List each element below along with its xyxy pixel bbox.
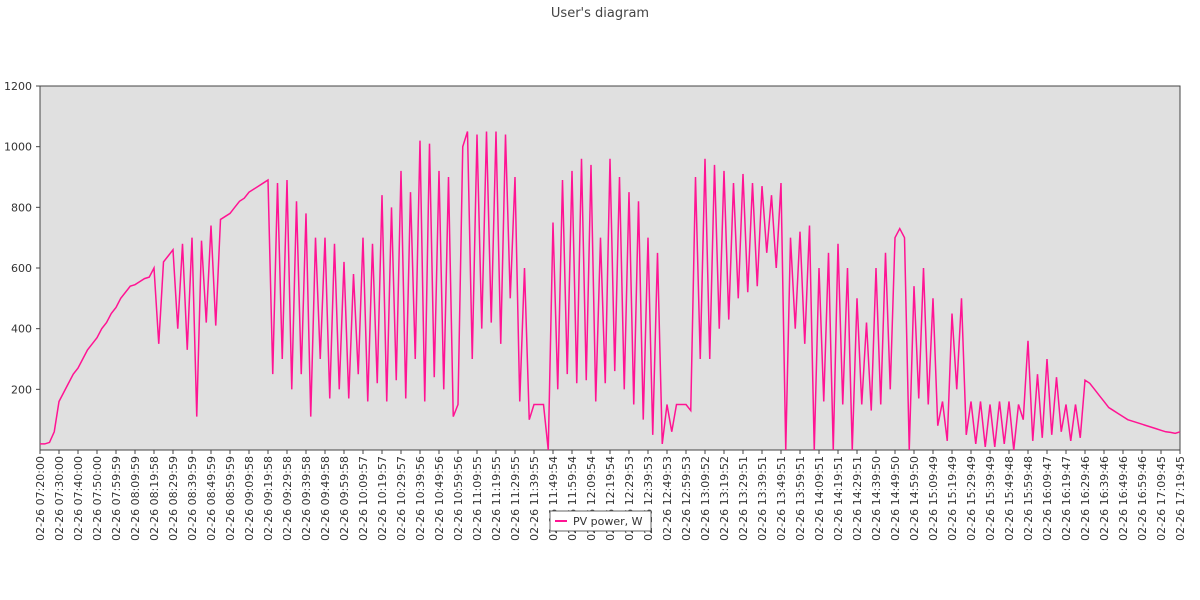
x-tick-label: 02-26 14:29:51 bbox=[851, 456, 864, 541]
x-tick-label: 02-26 09:49:58 bbox=[319, 456, 332, 541]
x-tick-label: 02-26 15:09:49 bbox=[927, 456, 940, 541]
x-tick-label: 02-26 12:59:53 bbox=[680, 456, 693, 541]
x-tick-label: 02-26 16:09:47 bbox=[1041, 456, 1054, 541]
x-tick-label: 02-26 13:09:52 bbox=[699, 456, 712, 541]
x-tick-label: 02-26 07:40:00 bbox=[72, 456, 85, 541]
x-tick-label: 02-26 09:39:58 bbox=[300, 456, 313, 541]
x-tick-label: 02-26 07:59:59 bbox=[110, 456, 123, 541]
x-tick-label: 02-26 17:19:45 bbox=[1174, 456, 1187, 541]
x-tick-label: 02-26 09:59:58 bbox=[338, 456, 351, 541]
x-tick-label: 02-26 16:49:46 bbox=[1117, 456, 1130, 541]
x-tick-label: 02-26 17:09:45 bbox=[1155, 456, 1168, 541]
x-tick-label: 02-26 10:49:56 bbox=[433, 456, 446, 541]
y-tick-label: 1200 bbox=[4, 80, 32, 93]
x-tick-label: 02-26 11:39:55 bbox=[528, 456, 541, 541]
x-tick-label: 02-26 10:59:56 bbox=[452, 456, 465, 541]
x-tick-label: 02-26 08:19:58 bbox=[148, 456, 161, 541]
x-tick-label: 02-26 12:49:53 bbox=[661, 456, 674, 541]
x-tick-label: 02-26 08:49:59 bbox=[205, 456, 218, 541]
y-tick-label: 800 bbox=[11, 201, 32, 214]
x-tick-label: 02-26 16:19:47 bbox=[1060, 456, 1073, 541]
x-tick-label: 02-26 16:29:46 bbox=[1079, 456, 1092, 541]
x-tick-label: 02-26 08:09:59 bbox=[129, 456, 142, 541]
x-tick-label: 02-26 08:59:59 bbox=[224, 456, 237, 541]
x-tick-label: 02-26 14:09:51 bbox=[813, 456, 826, 541]
x-tick-label: 02-26 13:49:51 bbox=[775, 456, 788, 541]
x-tick-label: 02-26 08:39:59 bbox=[186, 456, 199, 541]
x-tick-label: 02-26 13:29:51 bbox=[737, 456, 750, 541]
x-tick-label: 02-26 07:50:00 bbox=[91, 456, 104, 541]
legend-box bbox=[549, 510, 652, 532]
x-tick-label: 02-26 16:39:46 bbox=[1098, 456, 1111, 541]
x-tick-label: 02-26 09:29:58 bbox=[281, 456, 294, 541]
x-tick-label: 02-26 10:19:57 bbox=[376, 456, 389, 541]
x-tick-label: 02-26 11:19:55 bbox=[490, 456, 503, 541]
x-tick-label: 02-26 15:49:48 bbox=[1003, 456, 1016, 541]
legend-label: PV power, W bbox=[573, 515, 643, 528]
line bbox=[40, 131, 1181, 451]
x-tick-label: 02-26 09:19:58 bbox=[262, 456, 275, 541]
x-tick-label: 02-26 07:30:00 bbox=[53, 456, 66, 541]
chart-title: User's diagram bbox=[551, 6, 649, 21]
x-tick-label: 02-26 08:29:59 bbox=[167, 456, 180, 541]
y-tick-label: 400 bbox=[11, 323, 32, 336]
x-tick-label: 02-26 14:59:50 bbox=[908, 456, 921, 541]
y-tick-label: 200 bbox=[11, 383, 32, 396]
y-tick-label: 1000 bbox=[4, 141, 32, 154]
x-tick-label: 02-26 15:19:49 bbox=[946, 456, 959, 541]
x-tick-label: 02-26 15:59:48 bbox=[1022, 456, 1035, 541]
x-tick-label: 02-26 14:39:50 bbox=[870, 456, 883, 541]
x-tick-label: 02-26 13:19:52 bbox=[718, 456, 731, 541]
x-tick-label: 02-26 13:59:51 bbox=[794, 456, 807, 541]
x-tick-label: 02-26 09:09:58 bbox=[243, 456, 256, 541]
x-tick-label: 02-26 14:49:50 bbox=[889, 456, 902, 541]
x-tick-label: 02-26 10:09:57 bbox=[357, 456, 370, 541]
x-tick-label: 02-26 16:59:46 bbox=[1136, 456, 1149, 541]
x-tick-label: 02-26 13:39:51 bbox=[756, 456, 769, 541]
x-tick-label: 02-26 15:29:49 bbox=[965, 456, 978, 541]
x-tick-label: 02-26 14:19:51 bbox=[832, 456, 845, 541]
x-tick-label: 02-26 10:29:57 bbox=[395, 456, 408, 541]
x-tick-label: 02-26 15:39:49 bbox=[984, 456, 997, 541]
plot-area bbox=[39, 85, 1181, 451]
x-tick-label: 02-26 11:29:55 bbox=[509, 456, 522, 541]
y-tick-label: 600 bbox=[11, 262, 32, 275]
x-tick-label: 02-26 07:20:00 bbox=[34, 456, 47, 541]
x-tick-label: 02-26 11:09:55 bbox=[471, 456, 484, 541]
x-tick-label: 02-26 10:39:56 bbox=[414, 456, 427, 541]
